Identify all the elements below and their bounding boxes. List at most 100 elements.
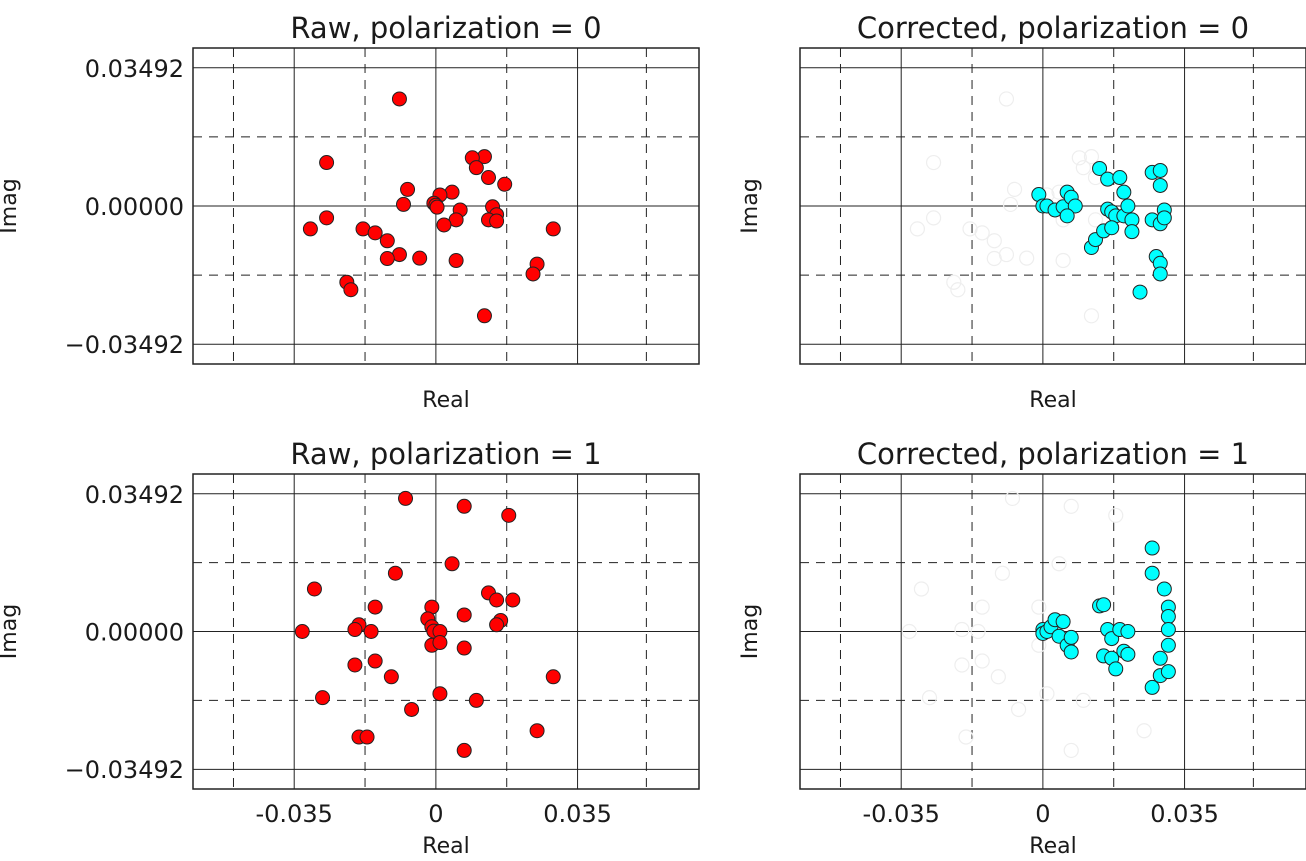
plot-frame: [799, 473, 1306, 790]
data-point: [1063, 629, 1079, 645]
y-tick-label: 0.03492: [85, 481, 184, 509]
data-point: [379, 233, 395, 249]
faded-point: [998, 91, 1015, 107]
x-axis-label: Real: [1029, 388, 1076, 413]
data-point: [400, 181, 416, 197]
data-point: [367, 599, 383, 615]
data-point: [501, 507, 517, 523]
plot-frame: [192, 473, 700, 790]
faded-point: [925, 154, 942, 171]
faded-point: [1063, 742, 1079, 759]
faded-point: [946, 274, 962, 290]
y-tick-label: 0.03492: [85, 55, 184, 83]
chart-title: Raw, polarization = 1: [290, 437, 601, 471]
data-point: [1144, 565, 1160, 581]
data-point: [1152, 650, 1168, 666]
data-point: [456, 607, 472, 623]
y-axis-label: Imag: [0, 178, 22, 233]
faded-point: [1002, 196, 1019, 213]
data-point: [1160, 664, 1176, 680]
x-tick-label: -0.035: [863, 800, 940, 828]
data-point: [489, 592, 505, 608]
data-point: [432, 635, 448, 651]
faded-point: [1031, 599, 1047, 615]
data-point: [436, 217, 452, 233]
data-point: [379, 251, 395, 267]
data-point: [444, 184, 460, 200]
data-point: [395, 196, 411, 212]
data-point: [412, 250, 428, 266]
data-point: [398, 490, 414, 506]
data-point: [1124, 224, 1140, 240]
data-point: [1116, 184, 1132, 200]
faded-point: [974, 225, 990, 241]
y-axis-label: Imag: [738, 604, 763, 659]
data-point: [429, 199, 445, 215]
data-point: [1108, 661, 1124, 677]
x-axis-label: Real: [1029, 834, 1076, 859]
data-point: [383, 669, 399, 685]
data-point: [497, 176, 513, 192]
data-point: [456, 640, 472, 656]
data-point: [481, 170, 497, 186]
data-point: [1120, 198, 1136, 214]
data-point: [1120, 624, 1136, 639]
panel-raw-pol0: Raw, polarization = 0 Real Imag 0.03492 0.00…: [0, 11, 700, 413]
faded-point: [1039, 686, 1055, 702]
y-tick-label: −0.03492: [65, 756, 184, 784]
faded-point: [1083, 308, 1100, 324]
data-point: [343, 282, 359, 298]
x-tick-label: 0: [1035, 800, 1050, 828]
data-point: [1092, 160, 1108, 176]
faded-point: [1108, 507, 1124, 523]
faded-point: [986, 250, 1002, 267]
data-point: [367, 653, 383, 669]
data-point: [1144, 540, 1160, 556]
data-point: [1096, 597, 1112, 613]
data-point: [1152, 162, 1168, 178]
faded-point: [921, 690, 938, 706]
faded-point: [970, 623, 986, 640]
faded-point: [1055, 252, 1071, 269]
y-axis-label: Imag: [0, 604, 22, 659]
data-point: [1160, 637, 1176, 653]
data-point: [367, 225, 383, 241]
data-point: [1144, 679, 1160, 695]
data-point: [525, 266, 541, 282]
data-point: [1156, 581, 1172, 597]
data-point: [489, 617, 505, 633]
faded-point: [1010, 701, 1027, 718]
chart-title: Corrected, polarization = 1: [857, 437, 1249, 471]
data-point: [432, 686, 448, 702]
faded-point: [1071, 150, 1087, 166]
data-point: [468, 692, 484, 708]
chart-title: Corrected, polarization = 0: [857, 11, 1249, 45]
x-tick-label: 0.035: [1150, 800, 1219, 828]
data-point: [468, 160, 484, 176]
data-point: [529, 723, 545, 739]
data-point: [1059, 208, 1075, 224]
faded-point: [925, 210, 942, 226]
data-point: [1104, 220, 1120, 236]
x-tick-label: 0.035: [543, 800, 612, 828]
data-point: [1132, 284, 1148, 300]
data-series: [1031, 160, 1172, 300]
faded-point: [1019, 250, 1035, 266]
data-point: [391, 91, 407, 107]
data-point: [359, 729, 375, 745]
plot-frame: [192, 47, 700, 365]
faded-point: [986, 233, 1002, 249]
faded-point: [913, 581, 930, 597]
data-point: [363, 624, 379, 639]
data-point: [319, 210, 335, 226]
faded-point: [1006, 181, 1023, 198]
faded-point: [909, 221, 925, 237]
faded-point: [1075, 692, 1091, 709]
panel-corrected-pol1: Corrected, polarization = 1 Real Imag -0.03…: [738, 437, 1306, 859]
data-point: [302, 221, 318, 237]
y-axis-label: Imag: [738, 178, 763, 233]
faded-point: [1083, 149, 1100, 165]
data-point: [456, 742, 472, 758]
data-point: [1156, 210, 1172, 226]
